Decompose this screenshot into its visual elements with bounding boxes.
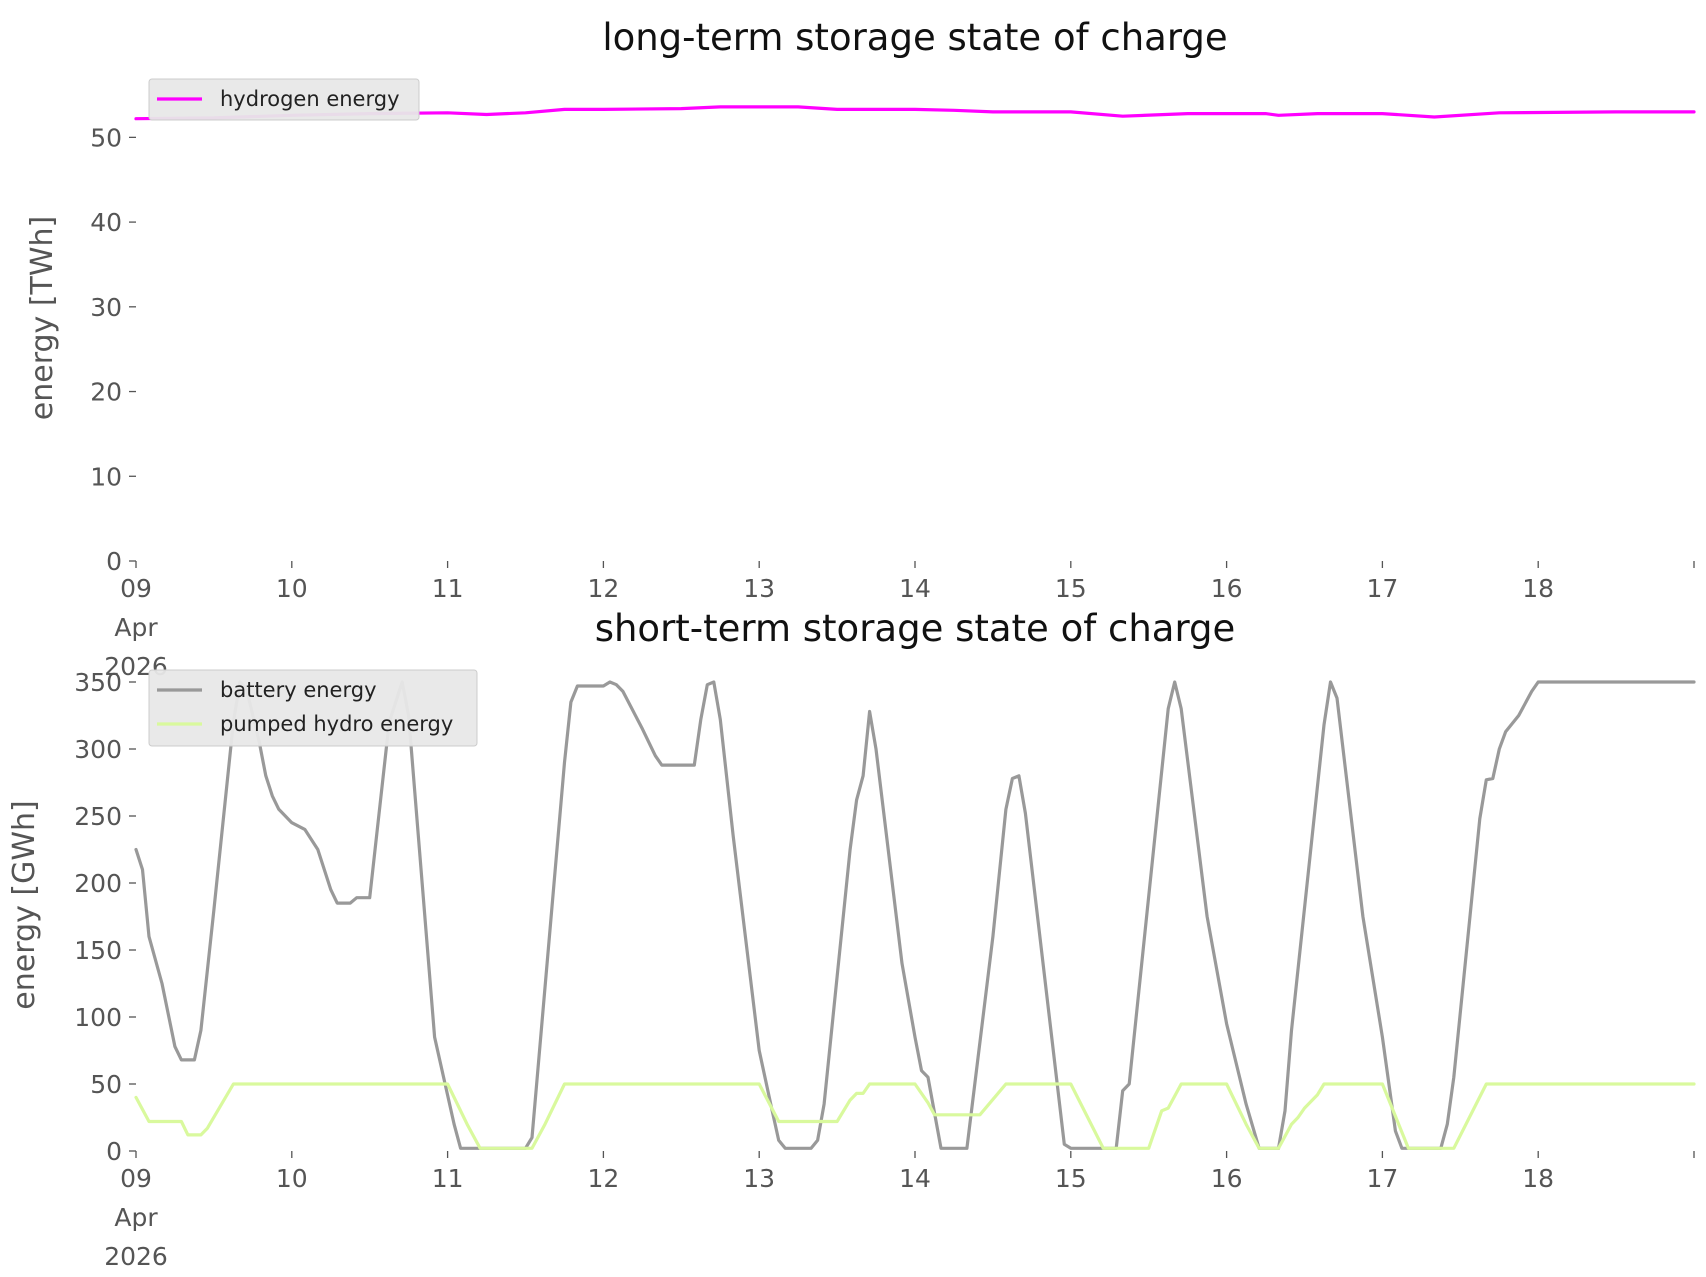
y-tick-label: 10 xyxy=(90,462,122,491)
y-tick-label: 0 xyxy=(106,1137,122,1166)
y-tick-label: 300 xyxy=(74,735,122,764)
y-axis-label: energy [TWh] xyxy=(25,216,60,420)
x-tick-label: 17 xyxy=(1366,1164,1398,1193)
x-tick-label: 17 xyxy=(1366,574,1398,603)
x-tick-label: 10 xyxy=(276,574,308,603)
x-tick-label: 11 xyxy=(432,1164,464,1193)
series-line-hydrogen-energy xyxy=(134,105,1696,121)
x-tick-label: 11 xyxy=(432,574,464,603)
x-tick-label: 14 xyxy=(899,1164,931,1193)
legend-label: battery energy xyxy=(220,678,377,702)
short-term-storage-panel: short-term storage state of charge energy… xyxy=(7,607,1696,1271)
y-tick-label: 200 xyxy=(74,869,122,898)
x-tick-label: 18 xyxy=(1522,1164,1554,1193)
legend-box xyxy=(148,78,420,121)
series-line-pumped-hydro-energy xyxy=(134,1082,1696,1150)
long-term-storage-panel: long-term storage state of charge energy … xyxy=(25,16,1696,681)
legend-label: hydrogen energy xyxy=(220,87,400,111)
x-tick-label: 09 xyxy=(120,1164,152,1193)
x-tick-label: 13 xyxy=(743,1164,775,1193)
x-tick-label: 12 xyxy=(587,1164,619,1193)
x-tick-label: 16 xyxy=(1211,1164,1243,1193)
y-axis-label: energy [GWh] xyxy=(7,800,42,1009)
x-tick-label: 18 xyxy=(1522,574,1554,603)
x-tick-label: 09 xyxy=(120,574,152,603)
y-tick-label: 0 xyxy=(106,547,122,576)
y-tick-label: 50 xyxy=(90,1070,122,1099)
y-tick-label: 100 xyxy=(74,1003,122,1032)
x-tick-label: 12 xyxy=(587,574,619,603)
series-line-battery-energy xyxy=(134,680,1696,1150)
x-tick-label: 15 xyxy=(1055,1164,1087,1193)
legend-box xyxy=(148,669,478,747)
chart-title: short-term storage state of charge xyxy=(595,607,1236,650)
x-tick-label: 16 xyxy=(1211,574,1243,603)
x-tick-label: 13 xyxy=(743,574,775,603)
x-tick-sublabel: Apr xyxy=(114,613,158,642)
y-tick-label: 30 xyxy=(90,293,122,322)
y-tick-label: 150 xyxy=(74,936,122,965)
legend-label: pumped hydro energy xyxy=(220,712,453,736)
y-tick-label: 50 xyxy=(90,123,122,152)
x-tick-label: 10 xyxy=(276,1164,308,1193)
x-tick-sublabel: 2026 xyxy=(104,1242,168,1271)
x-tick-sublabel: Apr xyxy=(114,1203,158,1232)
chart-title: long-term storage state of charge xyxy=(602,16,1227,59)
x-tick-label: 14 xyxy=(899,574,931,603)
x-tick-label: 15 xyxy=(1055,574,1087,603)
y-tick-label: 350 xyxy=(74,668,122,697)
y-tick-label: 20 xyxy=(90,378,122,407)
y-tick-label: 250 xyxy=(74,802,122,831)
y-tick-label: 40 xyxy=(90,208,122,237)
